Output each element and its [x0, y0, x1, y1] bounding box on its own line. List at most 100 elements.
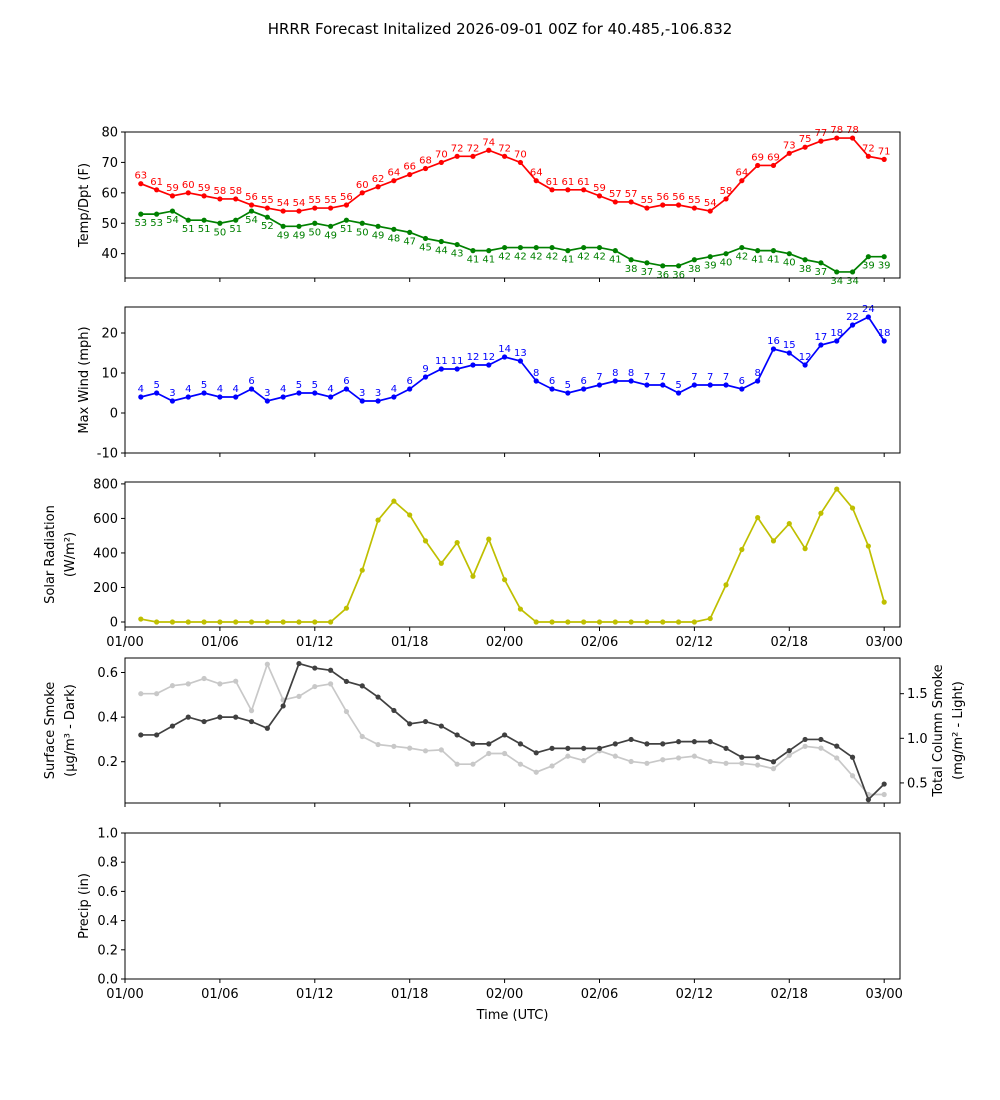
y-tick-label: 600 — [93, 512, 118, 527]
point — [454, 153, 460, 159]
point — [517, 159, 524, 166]
point — [169, 398, 176, 404]
point — [581, 187, 587, 193]
x-tick-label: 03/00 — [865, 635, 902, 650]
point — [849, 754, 856, 760]
data-label: 57 — [609, 189, 622, 200]
data-label: 68 — [419, 156, 432, 167]
point — [233, 196, 239, 202]
x-tick-label: 02/06 — [581, 987, 618, 1002]
point — [533, 619, 539, 625]
data-label: 74 — [482, 137, 495, 148]
point — [865, 153, 871, 159]
data-label: 11 — [451, 356, 464, 367]
point — [581, 758, 587, 764]
point — [644, 260, 650, 266]
point — [818, 260, 824, 266]
x-tick-label: 02/06 — [581, 635, 618, 650]
point — [343, 202, 350, 208]
point — [644, 760, 650, 766]
data-label: 4 — [185, 384, 191, 395]
point — [359, 190, 365, 196]
point — [533, 769, 539, 775]
panel: 0.0 0.2 0.4 0.6 0.8 1.0 01/00 01/06 01/12 01/18 02… — [77, 827, 903, 1024]
data-label: 42 — [498, 252, 511, 263]
data-label: 39 — [878, 261, 891, 272]
point — [849, 269, 856, 275]
point — [707, 758, 713, 765]
point — [660, 202, 666, 208]
point — [138, 616, 144, 622]
data-label: 59 — [198, 183, 211, 194]
point — [770, 538, 777, 544]
data-label: 61 — [546, 177, 559, 188]
data-label: 7 — [723, 372, 729, 383]
point — [596, 382, 603, 388]
data-label: 8 — [628, 368, 634, 379]
point — [834, 743, 840, 749]
data-label: 4 — [391, 384, 397, 395]
point — [328, 205, 334, 211]
panel: 0 200 400 600 800 01/00 01/06 01/12 01/18 02/00 02… — [43, 477, 903, 650]
series-line — [140, 662, 885, 802]
point — [201, 390, 207, 396]
point — [612, 619, 618, 625]
data-label: 6 — [549, 376, 555, 387]
point — [343, 678, 350, 685]
data-label: 69 — [767, 152, 780, 163]
point — [517, 244, 524, 251]
point — [312, 619, 318, 625]
data-label: 52 — [261, 221, 274, 232]
point — [407, 745, 413, 751]
series-line — [140, 137, 885, 212]
x-tick-label: 01/06 — [201, 987, 238, 1002]
data-label: 53 — [150, 218, 163, 229]
point — [359, 567, 365, 573]
y-tick-label: 0.6 — [97, 885, 118, 900]
point — [501, 354, 508, 360]
data-label: 56 — [672, 192, 685, 203]
point — [391, 498, 397, 504]
point — [233, 217, 239, 223]
point — [549, 187, 555, 193]
point — [723, 582, 729, 588]
point — [581, 386, 587, 392]
point — [501, 244, 508, 251]
data-label: 8 — [612, 368, 618, 379]
point — [881, 156, 887, 162]
x-tick-label: 01/06 — [201, 635, 238, 650]
data-label: 55 — [308, 195, 321, 206]
point — [248, 708, 255, 714]
point — [628, 199, 634, 205]
y2-tick-label: 1.0 — [907, 732, 928, 747]
point — [549, 763, 555, 769]
point — [501, 153, 508, 159]
y-tick-label: 400 — [93, 546, 118, 561]
point — [517, 358, 524, 364]
point — [739, 754, 745, 760]
point — [691, 257, 697, 263]
point — [185, 619, 191, 625]
data-label: 41 — [482, 255, 495, 266]
point — [786, 752, 792, 758]
point — [375, 398, 381, 404]
point — [169, 193, 176, 199]
point — [865, 543, 871, 549]
point — [612, 741, 618, 747]
data-label: 6 — [343, 376, 349, 387]
point — [565, 745, 571, 751]
data-label: 63 — [134, 171, 147, 182]
data-label: 61 — [577, 177, 590, 188]
point — [391, 226, 397, 232]
point — [770, 248, 777, 254]
data-label: 44 — [435, 246, 448, 257]
point — [723, 382, 729, 388]
point — [248, 619, 255, 625]
point — [407, 512, 413, 518]
data-label: 3 — [264, 388, 270, 399]
point — [438, 560, 444, 566]
point — [612, 753, 618, 759]
data-label: 51 — [182, 224, 195, 235]
point — [343, 605, 350, 611]
